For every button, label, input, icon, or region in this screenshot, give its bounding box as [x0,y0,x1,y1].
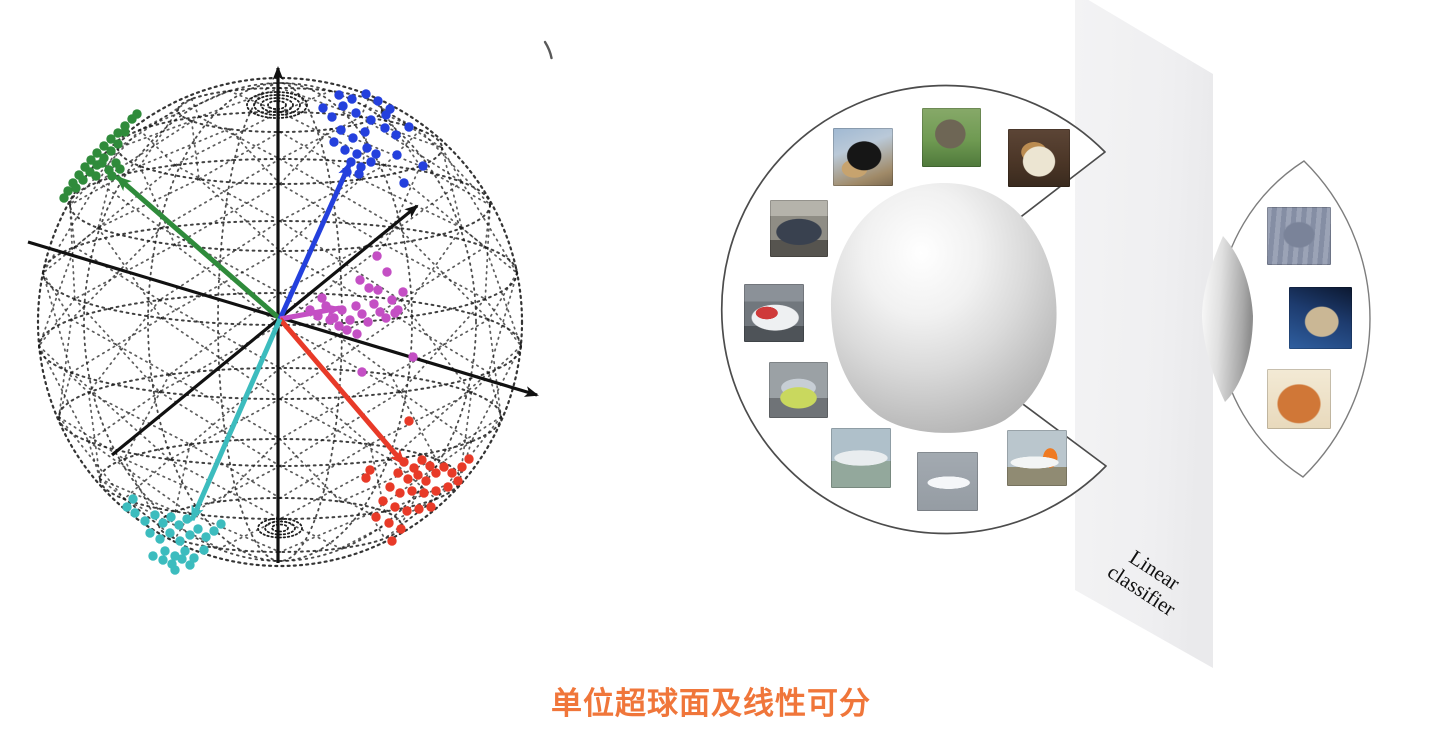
linear-separability-figure [720,0,1371,668]
class-magenta-points [305,251,418,377]
class-cyan-points [122,494,226,575]
sphere-sliver [1202,236,1253,402]
class-blue-arrow [277,161,353,321]
class-red-points [361,416,474,546]
class-green-points [59,109,142,203]
class-red-arrow [278,317,406,466]
hypersphere-ball [830,183,1057,433]
stray-mark [543,40,553,60]
hypersphere-plot [27,66,539,575]
y-axis [110,204,419,457]
caption: 单位超球面及线性可分 [551,686,871,721]
class-blue-points [318,89,428,188]
class-cyan-arrow [189,317,283,522]
classifier-plane [1075,0,1213,668]
class-green-arrow [115,175,282,321]
